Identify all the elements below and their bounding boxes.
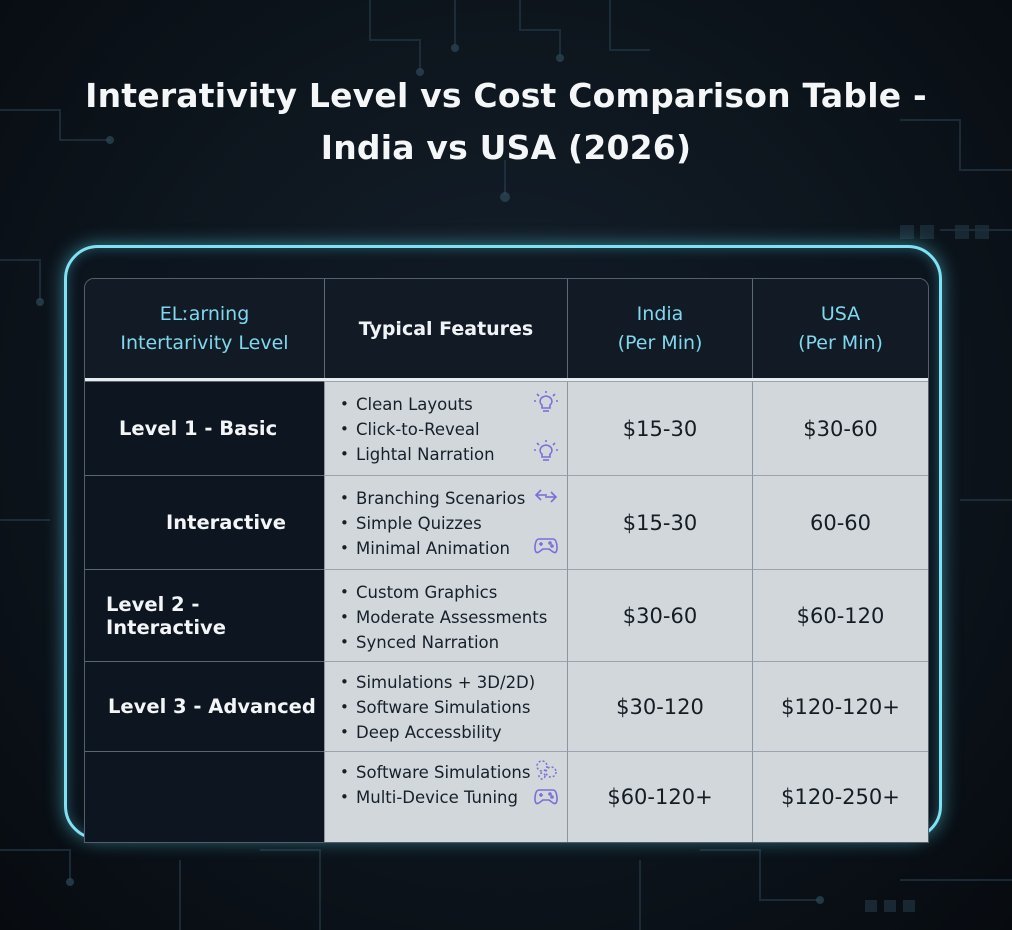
header-usa-line-2: (Per Min) (798, 332, 883, 354)
lightbulb-icon (534, 440, 558, 461)
row-india-price: $60-120+ (567, 751, 752, 842)
feature-item: Deep Accessbility (339, 720, 567, 745)
feature-item: Software Simulations (339, 695, 567, 720)
feature-item: Lightal Narration (339, 442, 567, 467)
table-row: Interactive Branching Scenarios Simple Q… (85, 475, 928, 569)
feature-item: Synced Narration (339, 630, 567, 655)
gamepad-icon (534, 538, 558, 554)
header-level: ELːarning Intertarivity Level (85, 279, 324, 379)
header-level-line-1: ELːarning (159, 303, 250, 325)
header-india-line-1: India (636, 303, 684, 325)
table-row: Level 2 - Interactive Custom Graphics Mo… (85, 569, 928, 661)
feature-item: Custom Graphics (339, 580, 567, 605)
header-level-line-2: Intertarivity Level (120, 332, 289, 354)
title-line-2: India vs USA (2026) (320, 128, 692, 167)
row-india-price: $30-60 (567, 569, 752, 661)
row-india-price: $15-30 (567, 475, 752, 569)
feature-item: Clean Layouts (339, 392, 567, 417)
row-india-price: $15-30 (567, 381, 752, 475)
header-features-label: Typical Features (358, 317, 534, 340)
table-row: Software Simulations Multi-Device Tuning (85, 751, 928, 842)
row-features: Branching Scenarios Simple Quizzes Minim… (324, 475, 567, 569)
feature-item: Click-to-Reveal (339, 417, 567, 442)
row-level (85, 751, 324, 842)
row-features: Clean Layouts Click-to-Reveal Lightal Na… (324, 381, 567, 475)
gear-cluster-icon (536, 760, 557, 780)
row-usa-price: $60-120 (752, 569, 928, 661)
comparison-table: ELːarning Intertarivity Level Typical Fe… (84, 278, 929, 843)
row-level: Level 1 - Basic (85, 381, 324, 475)
row-usa-price: 60-60 (752, 475, 928, 569)
header-usa-line-1: USA (820, 303, 861, 325)
table-row: Level 3 - Advanced Simulations + 3D/2D) … (85, 661, 928, 751)
feature-item: Simple Quizzes (339, 511, 567, 536)
header-usa: USA (Per Min) (752, 279, 928, 379)
feature-item: Multi-Device Tuning (339, 785, 567, 810)
title-line-1: Interativity Level vs Cost Comparison Ta… (85, 76, 927, 115)
row-level: Level 2 - Interactive (85, 569, 324, 661)
row-features: Custom Graphics Moderate Assessments Syn… (324, 569, 567, 661)
lightbulb-icon (534, 391, 558, 412)
feature-item: Branching Scenarios (339, 486, 567, 511)
table-header: ELːarning Intertarivity Level Typical Fe… (85, 279, 928, 379)
feature-item: Software Simulations (339, 760, 567, 785)
header-divider (85, 378, 928, 381)
table-row: Level 1 - Basic Clean Layouts Click-to-R… (85, 381, 928, 475)
row-level: Level 3 - Advanced (85, 661, 324, 751)
row-level: Interactive (85, 475, 324, 569)
feature-item: Simulations + 3D/2D) (339, 670, 567, 695)
header-india-line-2: (Per Min) (617, 332, 703, 354)
gamepad-icon (534, 789, 558, 805)
header-features: Typical Features (324, 279, 567, 379)
feature-item: Minimal Animation (339, 536, 567, 561)
page-title: Interativity Level vs Cost Comparison Ta… (0, 70, 1012, 174)
feature-item: Moderate Assessments (339, 605, 567, 630)
arrows-icon (534, 489, 558, 503)
row-features: Simulations + 3D/2D) Software Simulation… (324, 661, 567, 751)
row-usa-price: $30-60 (752, 381, 928, 475)
row-india-price: $30-120 (567, 661, 752, 751)
row-usa-price: $120-250+ (752, 751, 928, 842)
row-features: Software Simulations Multi-Device Tuning (324, 751, 567, 842)
row-usa-price: $120-120+ (752, 661, 928, 751)
header-india: India (Per Min) (567, 279, 752, 379)
